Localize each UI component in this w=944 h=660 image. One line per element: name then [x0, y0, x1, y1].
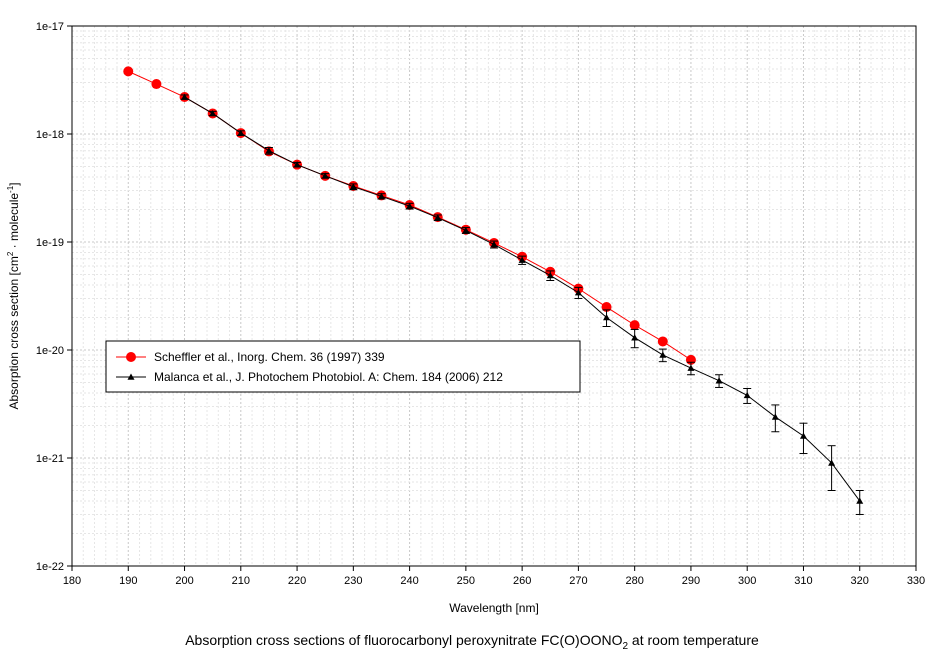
legend-item: Malanca et al., J. Photochem Photobiol. … [116, 370, 503, 384]
data-point [265, 147, 273, 154]
data-point [123, 66, 134, 77]
data-point [237, 129, 245, 136]
y-tick-label: 1e-18 [36, 129, 64, 141]
x-tick-label: 220 [288, 575, 306, 587]
x-tick-label: 210 [232, 575, 250, 587]
data-point [209, 109, 217, 117]
legend-marker [126, 352, 136, 362]
data-point [349, 183, 357, 190]
data-point [518, 256, 526, 263]
legend-label: Malanca et al., J. Photochem Photobiol. … [154, 370, 503, 384]
data-point [603, 313, 611, 321]
y-axis-label-sup: -1 [6, 185, 15, 193]
x-tick-label: 230 [344, 575, 362, 587]
y-axis-label: Absorption cross section [cm2 · molecule… [6, 182, 21, 409]
x-tick-label: 200 [175, 575, 193, 587]
x-tick-labels: 180 190 200 210 220 230 240 250 260 270 280 290 300 3… [63, 575, 925, 587]
data-point [574, 289, 582, 296]
data-point [377, 192, 385, 200]
caption-subscript: 2 [622, 640, 629, 652]
y-tick-label: 1e-20 [36, 345, 64, 357]
x-tick-label: 190 [119, 575, 137, 587]
data-point [406, 202, 414, 209]
legend-item: Scheffler et al., Inorg. Chem. 36 (1997)… [116, 350, 385, 364]
chart-caption: Absorption cross sections of fluorocarbo… [0, 632, 944, 652]
legend-marker [127, 373, 135, 380]
series-1 [180, 93, 864, 515]
data-point [659, 351, 667, 358]
legend: Scheffler et al., Inorg. Chem. 36 (1997)… [105, 340, 581, 393]
caption-text: at room temperature [628, 632, 759, 648]
data-point [657, 336, 668, 347]
x-tick-label: 290 [682, 575, 700, 587]
y-axis-label-sup: 2 [6, 251, 15, 256]
data-point [321, 172, 329, 179]
x-tick-label: 300 [738, 575, 756, 587]
data-point [631, 334, 639, 341]
data-point [293, 161, 301, 168]
data-point [799, 432, 807, 439]
x-tick-label: 250 [457, 575, 475, 587]
caption-text: Absorption cross sections of fluorocarbo… [185, 632, 623, 648]
y-tick-label: 1e-17 [36, 21, 64, 33]
x-tick-label: 260 [513, 575, 531, 587]
x-tick-label: 180 [63, 575, 81, 587]
legend-label: Scheffler et al., Inorg. Chem. 36 (1997)… [154, 350, 385, 364]
x-tick-label: 280 [625, 575, 643, 587]
data-point [856, 497, 864, 504]
y-tick-label: 1e-21 [36, 453, 64, 465]
x-tick-label: 320 [851, 575, 869, 587]
y-tick-labels: 1e-22 1e-21 1e-20 1e-19 1e-18 1e-17 [36, 21, 64, 573]
plot-frame [71, 25, 917, 567]
y-tick-label: 1e-22 [36, 561, 64, 573]
x-tick-label: 330 [907, 575, 925, 587]
axis-ticks [67, 25, 917, 571]
series-layer [123, 66, 864, 515]
data-point [151, 79, 162, 90]
data-point [828, 459, 836, 466]
data-point [687, 364, 695, 371]
y-axis-label-part: · molecule [7, 193, 21, 252]
y-tick-label: 1e-19 [36, 237, 64, 249]
data-point [715, 377, 723, 384]
grid [71, 25, 917, 567]
data-point [546, 271, 554, 279]
x-tick-label: 310 [794, 575, 812, 587]
data-point [743, 391, 751, 399]
data-point [462, 226, 470, 234]
legend-box [105, 340, 581, 393]
y-axis-label-part: ] [7, 182, 21, 185]
data-point [181, 93, 189, 100]
y-axis-label-part: Absorption cross section [cm [7, 256, 21, 409]
x-tick-label: 240 [400, 575, 418, 587]
data-point [490, 240, 498, 248]
x-axis-label: Wavelength [nm] [449, 601, 539, 615]
data-point [434, 214, 442, 221]
data-point [771, 413, 779, 420]
x-tick-label: 270 [569, 575, 587, 587]
data-point [629, 320, 640, 331]
